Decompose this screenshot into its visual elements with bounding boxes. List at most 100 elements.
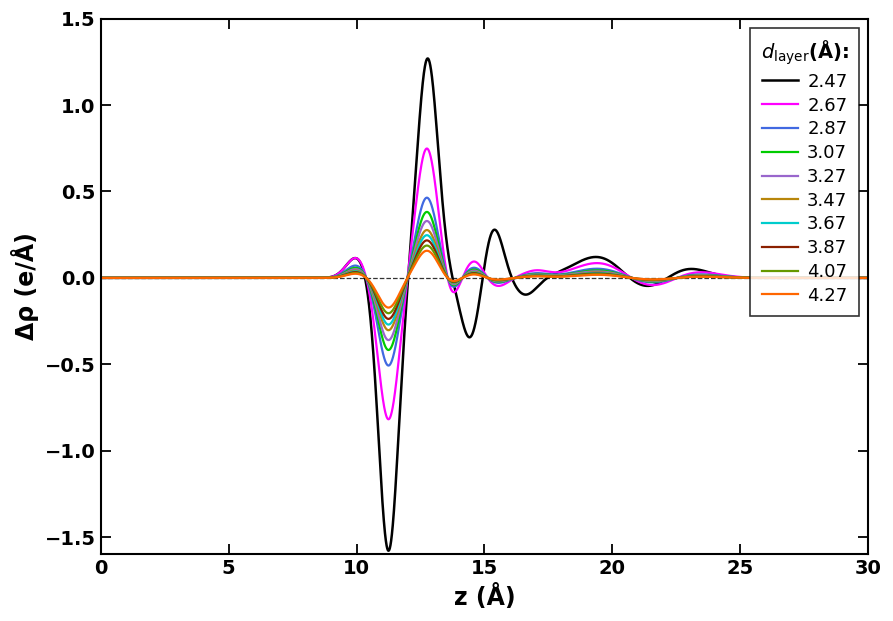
3.07 <box>439 266 450 273</box>
2.67 <box>273 274 284 282</box>
3.87 <box>857 274 868 282</box>
3.87 <box>96 274 106 282</box>
3.67 <box>439 269 450 276</box>
2.87 <box>439 264 450 271</box>
3.47 <box>421 226 432 233</box>
4.07 <box>864 274 874 282</box>
2.67 <box>439 258 450 266</box>
4.07 <box>383 309 394 317</box>
3.67 <box>281 274 292 282</box>
4.27 <box>383 304 394 311</box>
Legend: 2.47, 2.67, 2.87, 3.07, 3.27, 3.47, 3.67, 3.87, 4.07, 4.27: 2.47, 2.67, 2.87, 3.07, 3.27, 3.47, 3.67… <box>750 28 859 315</box>
Line: 3.87: 3.87 <box>101 240 869 319</box>
4.07 <box>421 242 432 249</box>
Line: 2.67: 2.67 <box>101 148 869 419</box>
2.67 <box>857 274 868 282</box>
4.27 <box>96 274 106 282</box>
3.87 <box>383 315 394 323</box>
3.87 <box>421 237 432 244</box>
Line: 3.47: 3.47 <box>101 230 869 330</box>
2.67 <box>278 274 288 282</box>
2.87 <box>385 361 396 368</box>
3.27 <box>383 337 394 344</box>
3.47 <box>383 327 394 334</box>
4.27 <box>385 304 396 311</box>
2.87 <box>857 274 868 282</box>
2.87 <box>96 274 106 282</box>
3.07 <box>385 345 396 353</box>
4.07 <box>857 274 868 282</box>
Line: 2.47: 2.47 <box>101 58 869 551</box>
Line: 3.27: 3.27 <box>101 221 869 340</box>
3.47 <box>281 274 292 282</box>
2.67 <box>864 274 874 282</box>
3.07 <box>857 274 868 282</box>
3.27 <box>385 335 396 343</box>
3.27 <box>278 274 288 282</box>
3.07 <box>281 274 292 282</box>
3.87 <box>385 315 396 322</box>
3.47 <box>857 274 868 282</box>
2.87 <box>383 362 394 369</box>
Line: 3.07: 3.07 <box>101 212 869 350</box>
3.47 <box>439 268 450 276</box>
2.47 <box>864 274 874 282</box>
4.27 <box>281 274 292 282</box>
3.07 <box>421 208 432 215</box>
2.87 <box>864 274 874 282</box>
3.67 <box>96 274 106 282</box>
2.47 <box>278 274 288 282</box>
3.47 <box>273 274 284 282</box>
3.87 <box>281 274 292 282</box>
2.47 <box>96 274 106 282</box>
2.67 <box>383 415 394 423</box>
3.07 <box>96 274 106 282</box>
2.47 <box>383 547 394 555</box>
2.47 <box>439 223 450 230</box>
2.67 <box>421 145 432 152</box>
3.27 <box>857 274 868 282</box>
3.07 <box>278 274 288 282</box>
Line: 4.27: 4.27 <box>101 251 869 307</box>
3.87 <box>864 274 874 282</box>
4.27 <box>278 274 288 282</box>
3.47 <box>278 274 288 282</box>
3.67 <box>273 274 284 282</box>
3.07 <box>383 347 394 354</box>
2.47 <box>857 274 868 282</box>
Line: 3.67: 3.67 <box>101 235 869 325</box>
3.67 <box>864 274 874 282</box>
3.47 <box>96 274 106 282</box>
3.27 <box>864 274 874 282</box>
3.27 <box>96 274 106 282</box>
2.87 <box>273 274 284 282</box>
4.07 <box>273 274 284 282</box>
3.67 <box>857 274 868 282</box>
4.07 <box>439 270 450 278</box>
3.27 <box>421 217 432 225</box>
2.87 <box>421 194 432 201</box>
3.47 <box>385 326 396 333</box>
3.67 <box>383 321 394 329</box>
2.47 <box>273 274 284 282</box>
3.07 <box>273 274 284 282</box>
2.47 <box>385 543 396 551</box>
Line: 4.07: 4.07 <box>101 245 869 313</box>
4.27 <box>857 274 868 282</box>
2.87 <box>278 274 288 282</box>
3.87 <box>439 270 450 277</box>
2.67 <box>96 274 106 282</box>
2.67 <box>385 414 396 421</box>
4.27 <box>273 274 284 282</box>
2.67 <box>281 274 292 282</box>
4.27 <box>421 247 432 255</box>
4.27 <box>864 274 874 282</box>
3.27 <box>281 274 292 282</box>
3.27 <box>273 274 284 282</box>
3.07 <box>864 274 874 282</box>
3.27 <box>439 267 450 274</box>
3.67 <box>421 232 432 239</box>
3.87 <box>273 274 284 282</box>
2.47 <box>422 55 433 62</box>
3.67 <box>278 274 288 282</box>
